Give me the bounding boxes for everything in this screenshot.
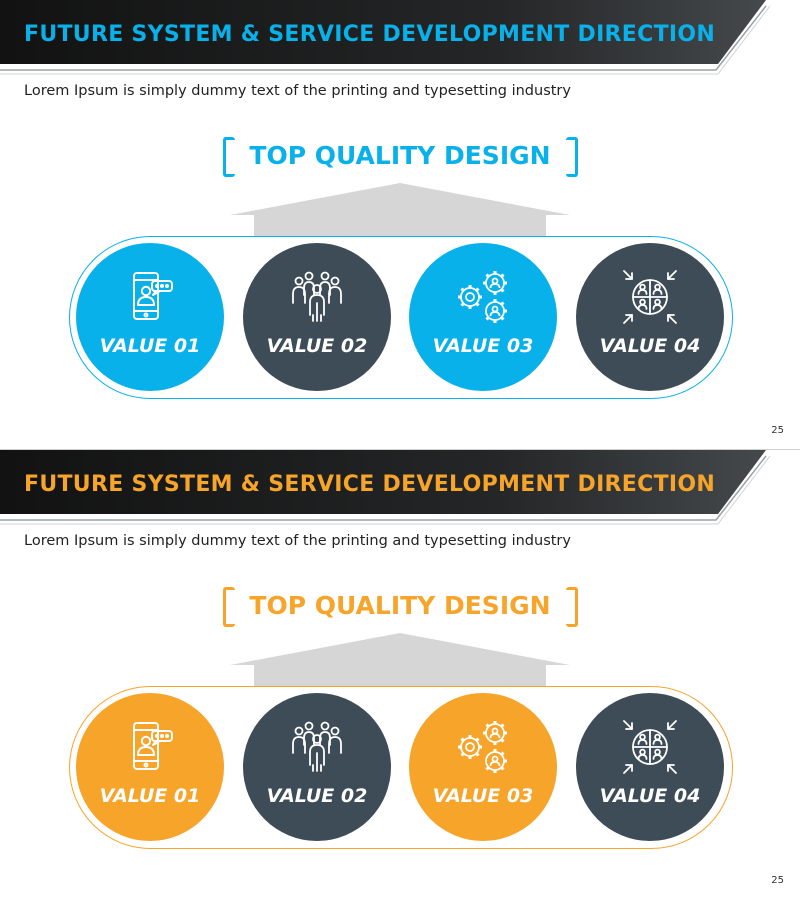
- gears-people-icon: [453, 717, 513, 777]
- slide-2: FUTURE SYSTEM & SERVICE DEVELOPMENT DIRE…: [0, 450, 800, 900]
- page-number: 25: [771, 425, 784, 436]
- slide-title: FUTURE SYSTEM & SERVICE DEVELOPMENT DIRE…: [24, 22, 716, 47]
- slide-title: FUTURE SYSTEM & SERVICE DEVELOPMENT DIRE…: [24, 472, 716, 497]
- gears-people-icon: [453, 267, 513, 327]
- top-quality-title: TOP QUALITY DESIGN: [249, 591, 551, 620]
- value-label-01: VALUE 01: [99, 785, 201, 807]
- roof-arrow-shape: [230, 633, 570, 687]
- left-bracket: [223, 587, 235, 627]
- value-circle-01: VALUE 01: [76, 693, 224, 841]
- value-circle-01: VALUE 01: [76, 243, 224, 391]
- value-label-01: VALUE 01: [99, 335, 201, 357]
- header-banner: [0, 450, 771, 525]
- slide-subtitle: Lorem Ipsum is simply dummy text of the …: [24, 533, 571, 549]
- value-circle-03: VALUE 03: [409, 693, 557, 841]
- team-group-icon: [287, 717, 347, 777]
- slide-1: FUTURE SYSTEM & SERVICE DEVELOPMENT DIRE…: [0, 0, 784, 436]
- four-quadrant-people-icon: [620, 717, 680, 777]
- value-circle-02: VALUE 02: [243, 693, 391, 841]
- value-label-02: VALUE 02: [266, 335, 368, 357]
- roof-arrow-shape: [230, 183, 570, 237]
- value-circle-02: VALUE 02: [243, 243, 391, 391]
- value-label-04: VALUE 04: [599, 785, 701, 807]
- value-label-02: VALUE 02: [266, 785, 368, 807]
- slide-divider: [0, 449, 800, 450]
- value-circle-04: VALUE 04: [576, 693, 724, 841]
- value-label-04: VALUE 04: [599, 335, 701, 357]
- right-bracket: [566, 137, 578, 177]
- team-group-icon: [287, 267, 347, 327]
- four-quadrant-people-icon: [620, 267, 680, 327]
- page-number: 25: [771, 875, 784, 886]
- header-banner: [0, 0, 771, 75]
- value-circle-03: VALUE 03: [409, 243, 557, 391]
- right-bracket: [566, 587, 578, 627]
- slide-subtitle: Lorem Ipsum is simply dummy text of the …: [24, 83, 571, 99]
- value-circle-04: VALUE 04: [576, 243, 724, 391]
- top-quality-title: TOP QUALITY DESIGN: [249, 141, 551, 170]
- left-bracket: [223, 137, 235, 177]
- mobile-chat-icon: [120, 267, 180, 327]
- mobile-chat-icon: [120, 717, 180, 777]
- value-label-03: VALUE 03: [432, 785, 534, 807]
- value-label-03: VALUE 03: [432, 335, 534, 357]
